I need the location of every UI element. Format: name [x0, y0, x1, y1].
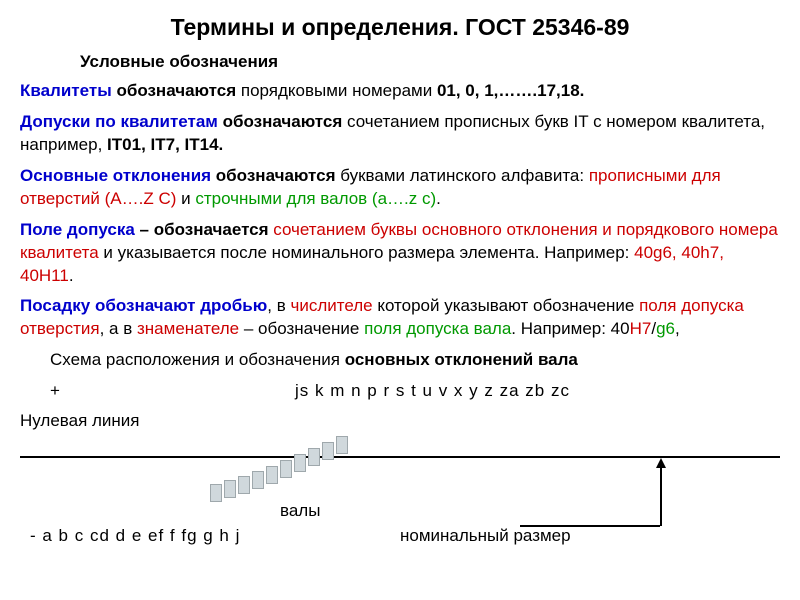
t: g6	[656, 319, 675, 338]
para-qualitets: Квалитеты обозначаются порядковыми номер…	[20, 80, 780, 103]
t: знаменателе	[137, 319, 239, 338]
t: обозначаются	[218, 112, 342, 131]
para-tolerance-field: Поле допуска – обозначается сочетанием б…	[20, 219, 780, 288]
t: поля допуска вала	[364, 319, 511, 338]
arrow-head-icon	[656, 458, 666, 468]
t: .	[436, 189, 441, 208]
t: буквами латинского алфавита:	[336, 166, 589, 185]
deviation-box	[294, 454, 306, 472]
t: которой указывают обозначение	[373, 296, 639, 315]
t: IT01, IT7, IT14.	[107, 135, 223, 154]
term: Основные отклонения	[20, 166, 211, 185]
term: Посадку обозначают дробью	[20, 296, 267, 315]
term: Квалитеты	[20, 81, 112, 100]
t: – обозначение	[239, 319, 364, 338]
t: и	[176, 189, 195, 208]
para-fit: Посадку обозначают дробью, в числителе к…	[20, 295, 780, 341]
deviation-box	[266, 466, 278, 484]
upper-letters: js k m n p r s t u v x y z za zb zc	[295, 380, 570, 403]
subtitle: Условные обозначения	[80, 51, 780, 74]
t: основных отклонений вала	[345, 350, 578, 369]
diagram-caption: Схема расположения и обозначения основны…	[50, 349, 780, 372]
t: 01, 0, 1,…….17,18.	[437, 81, 584, 100]
nominal-label: номинальный размер	[400, 525, 571, 548]
t: обозначаются	[112, 81, 236, 100]
t: Схема расположения и обозначения	[50, 350, 345, 369]
t: числителе	[290, 296, 372, 315]
deviation-box	[252, 471, 264, 489]
deviation-box	[336, 436, 348, 454]
t: и указывается после номинального размера…	[99, 243, 634, 262]
arrow-horiz	[520, 525, 660, 527]
t: H7	[630, 319, 652, 338]
zero-label: Нулевая линия	[20, 410, 140, 433]
deviation-diagram: + js k m n p r s t u v x y z za zb zc Ну…	[20, 380, 780, 550]
t: , в	[267, 296, 290, 315]
deviation-box	[308, 448, 320, 466]
page-title: Термины и определения. ГОСТ 25346-89	[20, 12, 780, 43]
term: Допуски по квалитетам	[20, 112, 218, 131]
t: порядковыми номерами	[236, 81, 437, 100]
deviation-box	[322, 442, 334, 460]
deviation-box	[224, 480, 236, 498]
t: – обозначается	[135, 220, 273, 239]
t: ,	[675, 319, 680, 338]
shafts-label: валы	[280, 500, 320, 523]
t: обозначаются	[211, 166, 335, 185]
para-deviations: Основные отклонения обозначаются буквами…	[20, 165, 780, 211]
deviation-box	[280, 460, 292, 478]
term: Поле допуска	[20, 220, 135, 239]
t: .	[69, 266, 74, 285]
t: . Например: 40	[511, 319, 629, 338]
title-bold: Термины и определения	[171, 14, 453, 40]
t: строчными для валов (a….z c)	[195, 189, 436, 208]
deviation-box	[210, 484, 222, 502]
zero-line	[20, 456, 780, 458]
plus-sign: +	[50, 380, 60, 403]
deviation-box	[238, 476, 250, 494]
title-rest: . ГОСТ 25346-89	[452, 14, 629, 40]
arrow-vert	[660, 466, 662, 526]
lower-letters: - a b c cd d e ef f fg g h j	[30, 525, 240, 548]
para-tolerances: Допуски по квалитетам обозначаются сочет…	[20, 111, 780, 157]
t: , а в	[100, 319, 137, 338]
